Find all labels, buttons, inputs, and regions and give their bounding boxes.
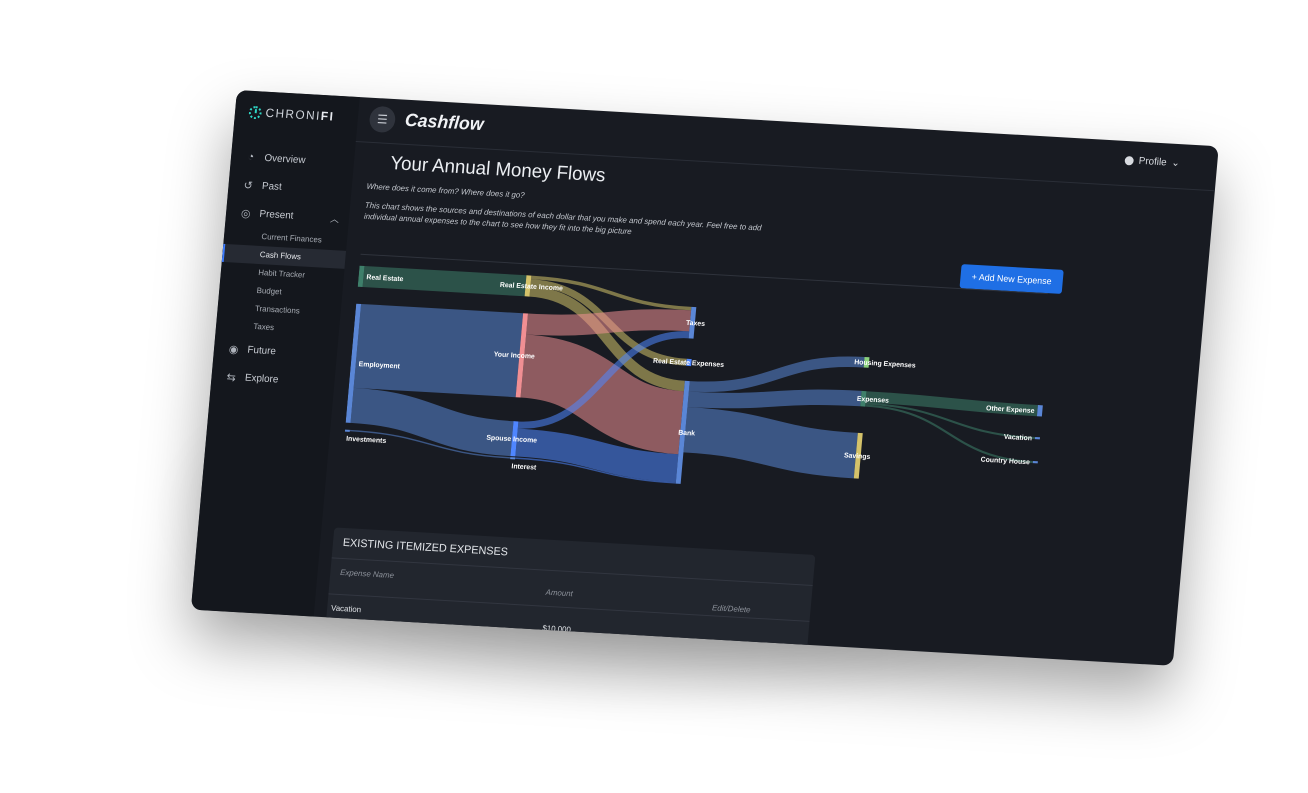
brand-prefix: CHRONI [264,105,322,123]
sankey-node-real-estate [357,265,365,287]
sidebar-item-label: Present [259,208,294,222]
column-header-expense-name: Expense Name [339,567,395,580]
profile-menu[interactable]: Profile ⌄ [1124,155,1181,170]
sankey-link-spouse-income-to-bank [515,428,679,483]
sankey-link-real-estate-income-to-taxes [531,275,692,311]
sankey-node-taxes [688,306,697,339]
sankey-links [349,266,1038,484]
sankey-link-bank-to-housing-expenses [688,356,865,393]
sankey-label-other-expense: Other Expense [986,405,1035,415]
sidebar-item-explore[interactable]: ⇆ Explore [210,362,335,397]
sankey-label-expenses: Expenses [857,396,890,405]
signpost-icon: ⇆ [226,371,237,384]
sankey-label-real-estate-expenses: Real Estate Expenses [653,358,725,369]
sankey-link-employment-to-your-income [353,303,524,398]
sankey-label-employment: Employment [358,361,400,370]
logo-mark-icon [248,105,263,119]
app-window: CHRONI FI ◔ Overview ↺ Past ◎ Present ︿ C… [190,90,1219,666]
sankey-label-vacation: Vacation [1003,434,1032,443]
sankey-link-expenses-to-other-expense [865,391,1038,417]
sankey-link-your-income-to-bank [519,334,685,455]
sankey-label-your-income: Your Income [493,351,535,360]
section-description: This chart shows the sources and destina… [363,200,762,237]
sankey-node-employment [345,303,362,423]
sankey-link-real-estate-income-to-bank [529,286,685,392]
rocket-icon: ◉ [228,343,239,356]
sankey-labels: Real Estate Employment Investments Real Est… [346,274,1035,472]
sankey-link-investments-to-interest [349,429,511,459]
sidebar-nav: ◔ Overview ↺ Past ◎ Present ︿ Current Fi… [210,142,355,397]
sankey-link-spouse-income-to-taxes [517,331,690,429]
location-pin-icon: ◎ [240,207,252,220]
expense-name-cell: Vacation [330,603,362,615]
sankey-link-expenses-to-vacation [865,402,1036,440]
panel-title: EXISTING ITEMIZED EXPENSES [331,527,816,586]
sankey-node-country-house [1032,461,1038,464]
brand-suffix: FI [320,108,335,124]
sankey-label-bank: Bank [678,430,696,438]
sankey-chart: Real Estate Employment Investments Real Est… [344,265,1043,484]
column-header-edit-delete: Edit/Delete [711,603,751,615]
app-logo: CHRONI FI [248,105,335,124]
sidebar-item-label: Explore [244,372,279,386]
sankey-link-bank-to-savings [683,406,858,479]
sidebar-item-label: Future [247,344,277,357]
menu-icon: ☰ [376,112,389,127]
sankey-link-real-estate-to-real-estate-income [362,266,527,297]
profile-label: Profile [1138,155,1168,169]
sidebar-item-label: Overview [264,152,306,166]
gauge-icon: ◔ [246,150,255,164]
sankey-node-investments [344,429,350,432]
menu-toggle-button[interactable]: ☰ [368,105,397,134]
section-subheading: Where does it come from? Where does it g… [366,181,526,200]
sankey-node-real-estate-expenses [686,358,692,367]
sankey-node-interest [510,457,516,460]
chevron-down-icon: ⌄ [1171,157,1181,170]
sankey-label-country-house: Country House [980,457,1030,467]
sankey-nodes [344,265,1043,484]
sankey-node-other-expense [1036,405,1043,417]
sankey-node-bank [675,380,690,484]
sankey-node-spouse-income [510,421,519,457]
sankey-node-savings [853,432,863,479]
history-icon: ↺ [243,179,254,192]
sankey-link-your-income-to-taxes [526,309,692,336]
sankey-label-investments: Investments [346,436,387,445]
sankey-label-real-estate-income: Real Estate Income [500,282,564,293]
sankey-label-housing-expenses: Housing Expenses [854,359,916,370]
sidebar-item-label: Past [261,180,283,193]
sankey-link-interest-to-bank [515,457,676,484]
user-icon [1124,156,1135,166]
main-content: Your Annual Money Flows Where does it co… [321,150,1195,666]
column-header-amount: Amount [545,587,574,599]
chevron-up-icon[interactable]: ︿ [329,213,340,224]
sankey-node-your-income [515,313,528,398]
sankey-link-employment-to-spouse-income [350,387,514,457]
sankey-node-housing-expenses [863,356,870,368]
sankey-label-spouse-income: Spouse Income [486,435,537,445]
sankey-label-interest: Interest [511,463,537,472]
section-heading: Your Annual Money Flows [389,153,607,187]
sankey-label-taxes: Taxes [686,320,706,328]
sankey-label-real-estate: Real Estate [366,274,404,283]
sankey-label-savings: Savings [844,452,871,461]
sankey-link-bank-to-expenses [687,389,862,409]
sankey-node-vacation [1034,437,1041,440]
sankey-node-real-estate-income [524,275,532,297]
sankey-link-expenses-to-country-house [865,404,1033,464]
sankey-node-expenses [860,390,867,407]
page-title: Cashflow [404,109,485,135]
